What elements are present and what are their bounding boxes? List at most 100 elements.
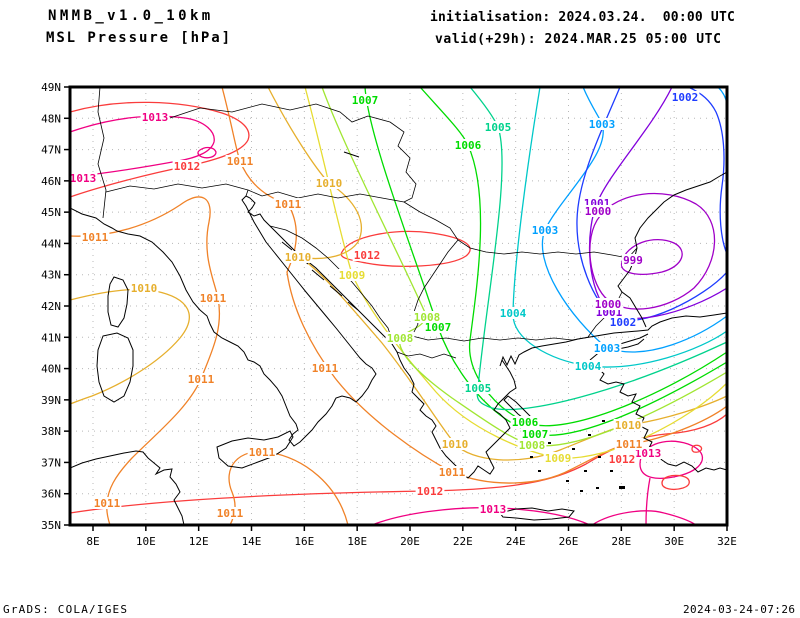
lake-balaton xyxy=(343,151,360,158)
lat-label: 48N xyxy=(41,112,61,125)
lat-label: 39N xyxy=(41,394,61,407)
isobar-1013 xyxy=(197,146,217,159)
isobar-1002 xyxy=(576,87,727,322)
isobar-1002 xyxy=(687,87,727,255)
lon-label: 22E xyxy=(453,535,473,548)
isobar-value-label: 1005 xyxy=(465,382,492,395)
initialisation-time: initialisation: 2024.03.24. 00:00 UTC xyxy=(430,10,736,25)
lon-label: 18E xyxy=(347,535,367,548)
island-sicily xyxy=(216,430,294,469)
lat-label: 45N xyxy=(41,206,61,219)
isobar-value-label: 1013 xyxy=(142,111,169,124)
isobar-1010 xyxy=(70,288,190,405)
isobar-1013 xyxy=(591,510,697,525)
isobar-value-label: 1011 xyxy=(312,362,339,375)
isobar-value-label: 1010 xyxy=(316,177,343,190)
isobar-value-label: 1004 xyxy=(500,307,527,320)
lon-label: 20E xyxy=(400,535,420,548)
isobar-1012 xyxy=(70,101,250,198)
isobar-999 xyxy=(621,239,683,275)
isobar-value-label: 1000 xyxy=(585,205,612,218)
isobar-value-label: 1011 xyxy=(200,292,227,305)
isobar-value-label: 1009 xyxy=(339,269,366,282)
coastline-italy-balkans xyxy=(70,195,727,479)
isobar-value-label: 1003 xyxy=(589,118,616,131)
isobar-value-label: 1011 xyxy=(616,438,643,451)
isobar-value-label: 1003 xyxy=(532,224,559,237)
isobar-value-label: 1013 xyxy=(635,447,662,460)
isobar-value-label: 1008 xyxy=(414,311,441,324)
isobar-1007 xyxy=(364,87,727,436)
lon-label: 8E xyxy=(86,535,99,548)
isobar-1008 xyxy=(321,87,727,447)
isobar-value-label: 1007 xyxy=(425,321,452,334)
isobar-value-label: 1013 xyxy=(480,503,507,516)
lat-label: 35N xyxy=(41,519,61,532)
lat-label: 47N xyxy=(41,144,61,157)
lon-label: 12E xyxy=(189,535,209,548)
grads-credit: GrADS: COLA/IGES xyxy=(3,603,129,616)
isobar-1013 xyxy=(639,440,704,479)
lat-label: 43N xyxy=(41,269,61,282)
isobar-value-label: 1011 xyxy=(275,198,302,211)
country-borders xyxy=(97,87,638,359)
isobar-value-label: 1011 xyxy=(439,466,466,479)
isobar-value-label: 1004 xyxy=(575,360,602,373)
lat-label: 46N xyxy=(41,175,61,188)
generation-timestamp: 2024-03-24-07:26 xyxy=(683,603,796,616)
isobar-1011 xyxy=(70,196,221,525)
lat-label: 49N xyxy=(41,81,61,94)
isobar-value-label: 1010 xyxy=(615,419,642,432)
isobar-value-label: 1011 xyxy=(227,155,254,168)
coastline-black-sea xyxy=(617,171,727,328)
axis-ticks-and-labels: 49N 48N 47N 46N 45N 44N 43N 42N 41N 40N 39N 38N 37N 3… xyxy=(41,81,737,548)
isobar-value-label: 1012 xyxy=(417,485,444,498)
isobar-value-label: 1007 xyxy=(522,428,549,441)
isobar-value-label: 1012 xyxy=(354,249,381,262)
isobar-value-label: 1006 xyxy=(455,139,482,152)
isobar-value-label: 1009 xyxy=(545,452,572,465)
lon-label: 16E xyxy=(294,535,314,548)
lon-label: 32E xyxy=(717,535,737,548)
isobar-value-label: 1011 xyxy=(188,373,215,386)
isobar-value-label: 1008 xyxy=(387,332,414,345)
isobar-1004 xyxy=(512,87,727,368)
lat-label: 42N xyxy=(41,300,61,313)
isobar-1012 xyxy=(661,474,690,490)
isobar-value-label: 1002 xyxy=(610,316,637,329)
lon-label: 30E xyxy=(664,535,684,548)
isobar-value-label: 1002 xyxy=(672,91,699,104)
coastline-tunisia xyxy=(70,450,185,525)
isobar-1013 xyxy=(645,477,651,525)
isobar-value-label: 999 xyxy=(623,254,643,267)
lat-label: 38N xyxy=(41,425,61,438)
isobar-value-label: 1010 xyxy=(131,282,158,295)
lat-label: 40N xyxy=(41,363,61,376)
isobar-value-label: 1008 xyxy=(519,439,546,452)
product-title: MSL Pressure [hPa] xyxy=(46,30,232,46)
isobar-value-label: 1011 xyxy=(249,446,276,459)
valid-time: valid(+29h): 2024.MAR.25 05:00 UTC xyxy=(435,32,722,47)
isobar-1003 xyxy=(541,87,727,353)
isobar-1000 xyxy=(589,192,716,310)
model-name: NMMB_v1.0_10km xyxy=(48,8,214,24)
isobar-value-label: 1007 xyxy=(352,94,379,107)
isobar-1012 xyxy=(691,444,703,453)
island-crete xyxy=(499,507,575,521)
isobar-value-label: 1011 xyxy=(94,497,121,510)
isobar-value-label: 1000 xyxy=(595,298,622,311)
lon-label: 24E xyxy=(506,535,526,548)
lon-label: 28E xyxy=(611,535,631,548)
isobar-value-label: 1012 xyxy=(609,453,636,466)
isobar-value-label: 1013 xyxy=(70,172,97,185)
isobar-1011 xyxy=(228,450,349,525)
isobar-value-label: 1012 xyxy=(174,160,201,173)
lon-label: 14E xyxy=(242,535,262,548)
isobar-value-label: 1011 xyxy=(217,507,244,520)
coastline-west-turkey xyxy=(591,361,727,473)
isobar-value-label: 1005 xyxy=(485,121,512,134)
isobar-value-label: 1010 xyxy=(442,438,469,451)
island-sardinia xyxy=(96,332,134,403)
